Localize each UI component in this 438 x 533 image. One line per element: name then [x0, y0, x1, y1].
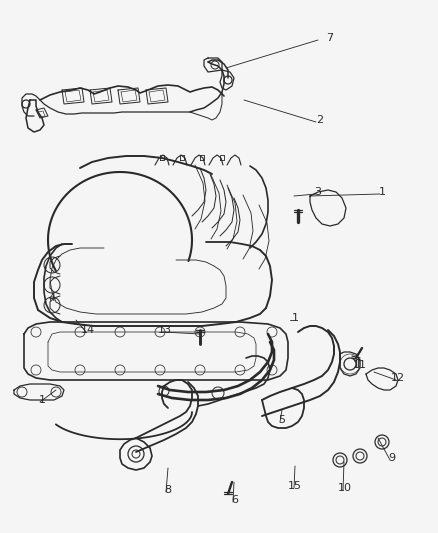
Text: 13: 13: [158, 325, 172, 335]
Text: 4: 4: [49, 293, 56, 303]
Text: 5: 5: [279, 415, 286, 425]
Text: 7: 7: [326, 33, 334, 43]
Text: 15: 15: [288, 481, 302, 491]
Text: 6: 6: [232, 495, 239, 505]
Text: 14: 14: [81, 325, 95, 335]
Text: 2: 2: [316, 115, 324, 125]
Text: 12: 12: [391, 373, 405, 383]
Text: 1: 1: [378, 187, 385, 197]
Text: 9: 9: [389, 453, 396, 463]
Text: 1: 1: [39, 395, 46, 405]
Text: 3: 3: [314, 187, 321, 197]
Text: 11: 11: [353, 360, 367, 370]
Text: 10: 10: [338, 483, 352, 493]
Text: 8: 8: [164, 485, 172, 495]
Text: 1: 1: [292, 313, 299, 323]
